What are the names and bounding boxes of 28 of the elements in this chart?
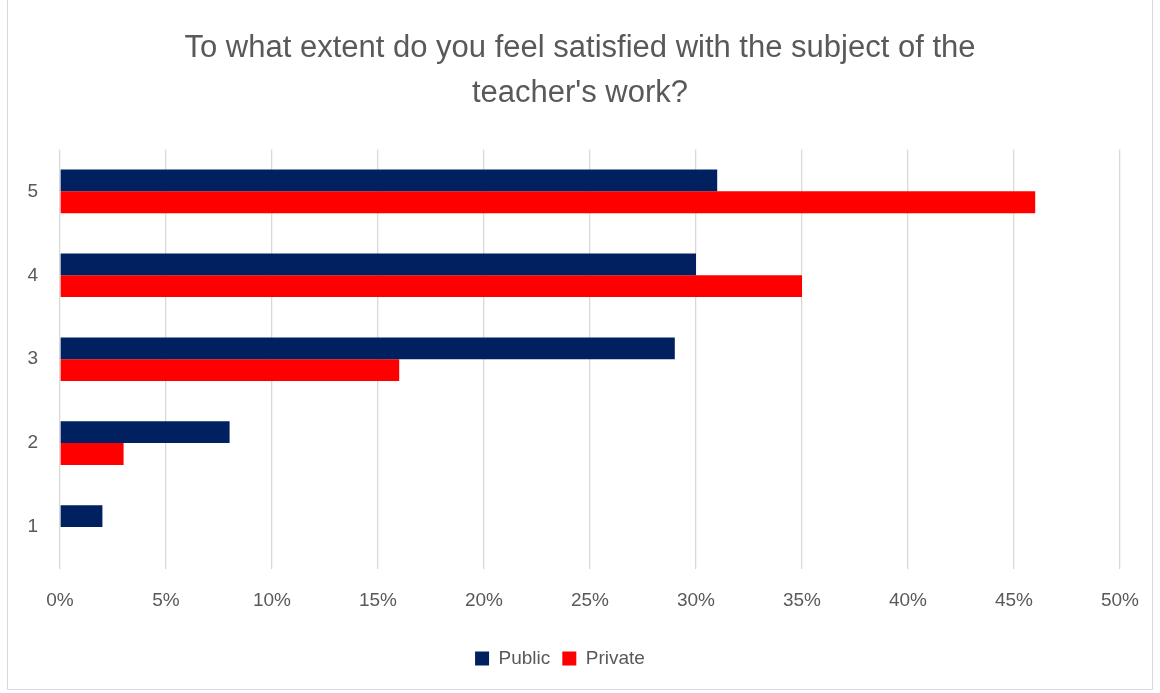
bar [60, 421, 230, 444]
x-tick-label: 10% [252, 588, 292, 610]
x-tick-label: 0% [46, 588, 74, 610]
bar [60, 169, 718, 192]
x-tick-label: 5% [152, 588, 180, 610]
bar [60, 337, 675, 360]
bar [60, 443, 124, 465]
legend-label: Public [498, 646, 551, 668]
x-tick-label: 30% [676, 588, 716, 610]
x-tick-label: 45% [994, 588, 1034, 610]
bar [60, 191, 1036, 214]
y-tick-label: 2 [27, 431, 38, 453]
y-tick-label: 5 [27, 179, 38, 201]
x-tick-label: 35% [782, 588, 822, 610]
x-tick-label: 25% [570, 588, 610, 610]
bar [60, 505, 103, 528]
chart-title: To what extent do you feel satisfied with the subject of the teacher's work? [183, 28, 977, 111]
x-tick-label: 20% [464, 588, 504, 610]
y-tick-label: 1 [27, 515, 38, 537]
y-tick-label: 4 [27, 263, 39, 285]
y-tick-label: 3 [27, 347, 38, 369]
bar [60, 359, 400, 382]
x-tick-label: 50% [1100, 588, 1140, 610]
bar [60, 275, 802, 298]
bar [60, 253, 696, 276]
x-tick-label: 15% [358, 588, 398, 610]
x-tick-label: 40% [888, 588, 928, 610]
legend-label: Private [585, 646, 645, 668]
